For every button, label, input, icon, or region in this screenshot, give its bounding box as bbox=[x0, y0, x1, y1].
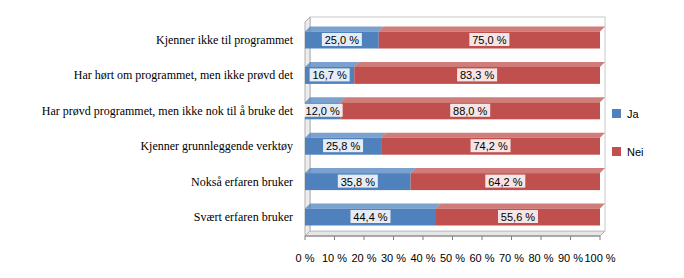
data-label-bg bbox=[498, 210, 538, 223]
data-labels: 25,0 % 75,0 % 16,7 % 83,3 % 12,0 % 88,0 % 25,8… bbox=[303, 33, 538, 223]
x-tick bbox=[334, 236, 335, 240]
x-tick-label: 80 % bbox=[528, 252, 553, 264]
x-tick bbox=[305, 236, 306, 240]
bar-top-face bbox=[305, 133, 386, 138]
bar-segment bbox=[436, 209, 600, 226]
bar-segment bbox=[305, 173, 411, 190]
x-tick-label: 50 % bbox=[440, 252, 465, 264]
bar-segment bbox=[379, 32, 600, 49]
data-label-bg bbox=[469, 33, 509, 46]
x-tick-label: 0 % bbox=[296, 252, 315, 264]
data-label: 64,2 % bbox=[488, 176, 522, 188]
bar-top-face bbox=[305, 168, 416, 173]
data-label: 25,8 % bbox=[326, 140, 360, 152]
back-wall bbox=[310, 17, 605, 231]
data-label-bg bbox=[338, 175, 378, 188]
x-tick bbox=[364, 236, 365, 240]
category-label: Har hørt om programmet, men ikke prøvd d… bbox=[74, 68, 294, 82]
x-tick-label: 70 % bbox=[499, 252, 524, 264]
bar-top-face bbox=[340, 97, 605, 102]
data-label-bg bbox=[323, 139, 363, 152]
bar-segment bbox=[305, 102, 340, 119]
data-label: 25,0 % bbox=[325, 34, 359, 46]
x-tick-label: 20 % bbox=[351, 252, 376, 264]
data-label: 44,4 % bbox=[353, 211, 387, 223]
bar-segment bbox=[411, 173, 600, 190]
bar-top-face bbox=[305, 27, 384, 32]
x-tick-label: 10 % bbox=[322, 252, 347, 264]
bar-top-face bbox=[379, 27, 605, 32]
bar-top-face bbox=[436, 204, 605, 209]
bar-top-face bbox=[305, 97, 345, 102]
x-tick-label: 100 % bbox=[584, 252, 615, 264]
x-tick bbox=[570, 236, 571, 240]
data-label: 88,0 % bbox=[453, 105, 487, 117]
bar-top-face bbox=[354, 62, 605, 67]
x-tick-label: 40 % bbox=[410, 252, 435, 264]
bar-top-face bbox=[411, 168, 605, 173]
data-label-bg bbox=[303, 104, 343, 117]
bar-segment bbox=[305, 138, 381, 155]
x-tick-label: 90 % bbox=[558, 252, 583, 264]
data-label: 16,7 % bbox=[313, 69, 347, 81]
bar-segment bbox=[305, 209, 436, 226]
category-label: Kjenner grunnleggende verktøy bbox=[140, 139, 293, 153]
data-label-bg bbox=[322, 33, 362, 46]
data-label: 35,8 % bbox=[341, 176, 375, 188]
bar-segment bbox=[340, 102, 600, 119]
chart: 0 %10 %20 %30 %40 %50 %60 %70 %80 %90 %1… bbox=[0, 0, 684, 278]
data-label-bg bbox=[457, 68, 497, 81]
bar-top-face bbox=[305, 204, 441, 209]
x-tick bbox=[541, 236, 542, 240]
bar-segment bbox=[305, 67, 354, 84]
x-tick bbox=[423, 236, 424, 240]
x-tick bbox=[600, 236, 601, 240]
legend-label: Ja bbox=[627, 108, 640, 120]
legend-swatch bbox=[612, 147, 621, 156]
x-tick bbox=[482, 236, 483, 240]
data-label: 12,0 % bbox=[306, 105, 340, 117]
category-label: Kjenner ikke til programmet bbox=[156, 33, 294, 47]
data-label: 83,3 % bbox=[460, 69, 494, 81]
data-label-bg bbox=[350, 210, 390, 223]
legend-label: Nei bbox=[627, 146, 644, 158]
x-tick-label: 60 % bbox=[469, 252, 494, 264]
legend-swatch bbox=[612, 109, 621, 118]
category-label: Svært erfaren bruker bbox=[194, 210, 293, 224]
data-label: 75,0 % bbox=[472, 34, 506, 46]
data-label-bg bbox=[450, 104, 490, 117]
data-label: 55,6 % bbox=[501, 211, 535, 223]
category-label: Nokså erfaren bruker bbox=[191, 175, 293, 189]
bar-top-face bbox=[381, 133, 605, 138]
x-tick bbox=[393, 236, 394, 240]
data-label-bg bbox=[310, 68, 350, 81]
data-label: 74,2 % bbox=[473, 140, 507, 152]
bar-segment bbox=[354, 67, 600, 84]
data-label-bg bbox=[485, 175, 525, 188]
side-wall bbox=[305, 17, 310, 236]
data-label-bg bbox=[471, 139, 511, 152]
category-label: Har prøvd programmet, men ikke nok til å… bbox=[42, 104, 294, 118]
bar-segment bbox=[305, 32, 379, 49]
x-tick bbox=[511, 236, 512, 240]
bar-top-face bbox=[305, 62, 359, 67]
bar-segment bbox=[381, 138, 600, 155]
x-tick bbox=[452, 236, 453, 240]
bars bbox=[305, 27, 605, 226]
x-tick-label: 30 % bbox=[381, 252, 406, 264]
floor bbox=[305, 231, 605, 236]
